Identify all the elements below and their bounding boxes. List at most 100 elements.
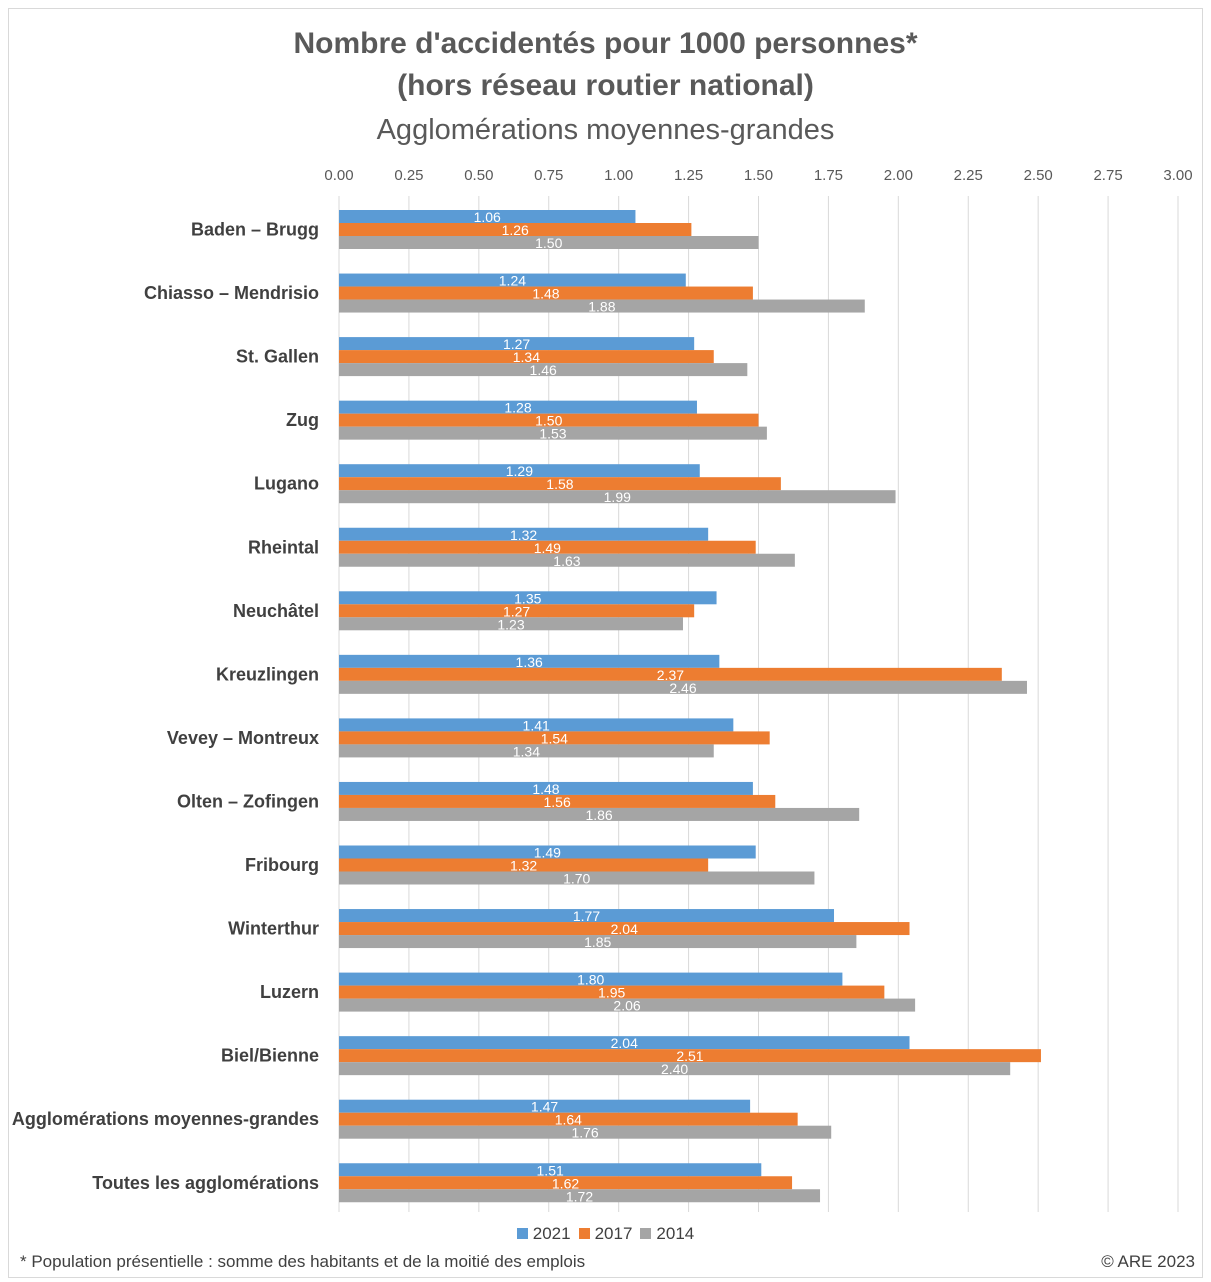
- bar: [339, 718, 734, 732]
- bar: [339, 591, 717, 605]
- bar: [339, 210, 636, 223]
- bar: [339, 1112, 798, 1126]
- data-label: 1.80: [577, 972, 604, 988]
- category-label: St. Gallen: [236, 347, 319, 367]
- bar: [339, 413, 759, 427]
- data-label: 2.51: [676, 1048, 703, 1064]
- bar: [339, 527, 709, 541]
- x-tick-label: 0.50: [464, 167, 493, 184]
- x-tick-label: 1.50: [744, 167, 773, 184]
- footnote: * Population présentielle : somme des ha…: [20, 1252, 586, 1271]
- bar: [339, 464, 700, 478]
- data-label: 1.51: [537, 1162, 564, 1178]
- x-tick-label: 2.00: [884, 167, 913, 184]
- bar: [339, 985, 885, 999]
- bar: [339, 1163, 762, 1177]
- bar: [339, 667, 1002, 681]
- category-label: Biel/Bienne: [221, 1046, 319, 1066]
- data-label: 1.06: [474, 209, 501, 225]
- bar: [339, 223, 692, 236]
- data-label: 2.40: [661, 1061, 688, 1077]
- bar: [339, 400, 697, 414]
- data-label: 1.50: [535, 413, 562, 429]
- chart-title-line2: (hors réseau routier national): [397, 69, 814, 102]
- bar: [339, 617, 683, 631]
- data-label: 1.32: [510, 527, 537, 543]
- x-tick-label: 2.50: [1024, 167, 1053, 184]
- data-label: 1.29: [506, 463, 533, 479]
- bar: [339, 490, 896, 504]
- data-label: 1.72: [566, 1188, 593, 1204]
- bar: [339, 1036, 910, 1050]
- bar: [339, 781, 753, 795]
- data-label: 1.27: [503, 336, 530, 352]
- data-label: 1.26: [502, 222, 529, 238]
- bar: [339, 236, 759, 249]
- bar: [339, 794, 776, 808]
- bar: [339, 426, 767, 440]
- category-label: Rheintal: [248, 537, 319, 557]
- legend-swatch: [516, 1228, 528, 1239]
- bar: [339, 1062, 1011, 1076]
- data-label: 1.63: [553, 553, 580, 569]
- data-label: 1.58: [546, 476, 573, 492]
- data-label: 2.06: [613, 998, 640, 1014]
- bar: [339, 363, 748, 377]
- data-label: 1.76: [571, 1125, 598, 1141]
- data-label: 1.41: [523, 717, 550, 733]
- category-labels: Baden – Brugg Chiasso – Mendrisio St. Gall…: [12, 220, 319, 1193]
- data-label: 1.99: [604, 489, 631, 505]
- data-label: 1.54: [541, 730, 568, 746]
- legend-swatch: [640, 1228, 652, 1239]
- x-tick-labels: 0.00 0.25 0.50 0.75 1.00 1.25 1.50 1.75 2.00 2.25…: [324, 167, 1192, 184]
- data-label: 1.36: [516, 654, 543, 670]
- bar: [339, 299, 865, 313]
- category-label: Baden – Brugg: [191, 220, 319, 240]
- bar: [339, 286, 753, 300]
- bar: [339, 972, 843, 986]
- legend-label: 2021: [532, 1224, 571, 1243]
- data-label: 1.50: [535, 235, 562, 251]
- data-label: 1.88: [588, 299, 615, 315]
- data-label: 1.34: [513, 349, 540, 365]
- data-label: 1.35: [514, 590, 541, 606]
- data-label: 1.47: [531, 1099, 558, 1115]
- data-label: 1.64: [555, 1112, 582, 1128]
- category-label: Chiasso – Mendrisio: [144, 283, 319, 303]
- chart-title: Nombre d'accidentés pour 1000 personnes*: [293, 27, 918, 60]
- chart-frame: [8, 8, 1203, 1278]
- data-label: 1.56: [544, 794, 571, 810]
- x-tick-label: 1.00: [604, 167, 633, 184]
- data-label: 1.48: [532, 286, 559, 302]
- bar: [339, 604, 695, 618]
- x-tick-label: 0.00: [324, 167, 353, 184]
- bar: [339, 744, 714, 758]
- legend-swatch: [578, 1228, 590, 1239]
- category-label: Kreuzlingen: [216, 664, 319, 684]
- data-label: 1.86: [585, 807, 612, 823]
- bar: [339, 909, 835, 923]
- x-tick-label: 3.00: [1163, 167, 1192, 184]
- bar: [339, 1099, 751, 1113]
- data-label: 1.85: [584, 934, 611, 950]
- data-label: 1.70: [563, 871, 590, 887]
- data-label: 2.04: [611, 1035, 638, 1051]
- category-label: Fribourg: [245, 855, 319, 875]
- bars: [339, 210, 1041, 1203]
- x-tick-label: 0.25: [394, 167, 423, 184]
- chart-subtitle: Agglomérations moyennes-grandes: [376, 114, 835, 146]
- bar: [339, 858, 709, 872]
- bar: [339, 935, 857, 949]
- bar: [339, 1189, 821, 1203]
- legend-label: 2017: [594, 1224, 633, 1243]
- category-label: Lugano: [254, 474, 319, 494]
- x-tick-label: 2.25: [954, 167, 983, 184]
- data-label: 2.46: [669, 680, 696, 696]
- x-tick-label: 2.75: [1093, 167, 1122, 184]
- bar: [339, 1049, 1041, 1063]
- data-label: 1.27: [503, 603, 530, 619]
- bar: [339, 845, 756, 859]
- bar: [339, 654, 720, 668]
- legend: 2021 2017 2014: [0, 1224, 1211, 1244]
- legend-label: 2014: [656, 1224, 695, 1243]
